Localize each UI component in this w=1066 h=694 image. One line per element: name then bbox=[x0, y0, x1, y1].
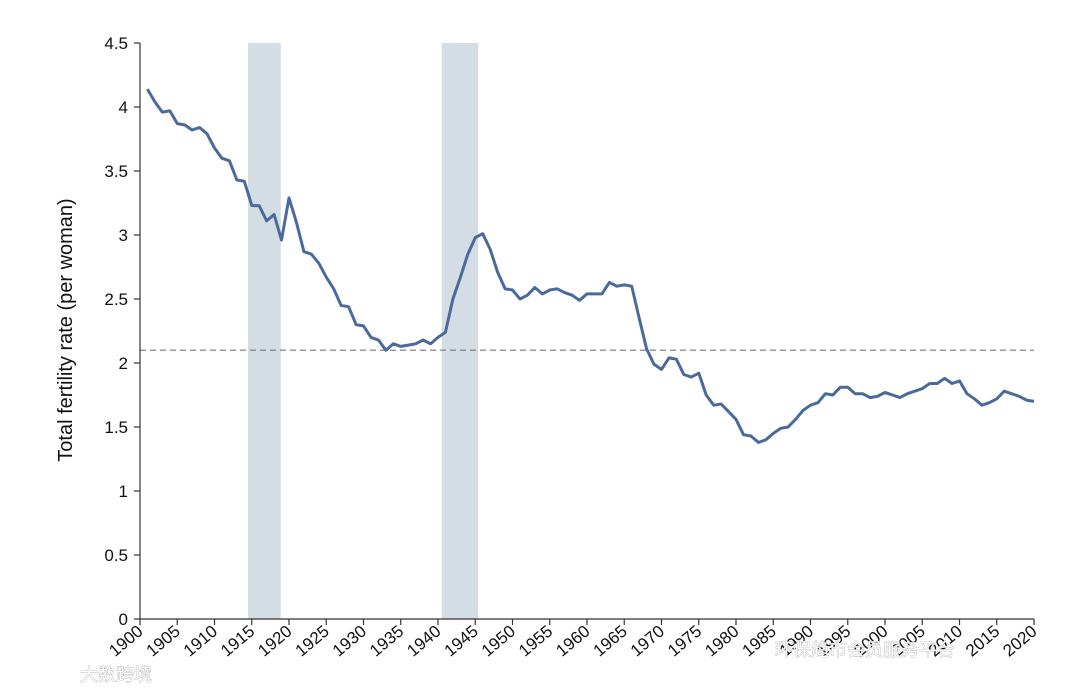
x-tick-label: 1915 bbox=[217, 622, 258, 661]
y-tick-label: 0 bbox=[119, 610, 128, 629]
shaded-period-1 bbox=[248, 43, 281, 619]
shaded-periods bbox=[248, 43, 479, 619]
y-tick-label: 2.5 bbox=[104, 290, 128, 309]
x-tick-label: 2020 bbox=[999, 622, 1040, 661]
x-tick-label: 1935 bbox=[366, 622, 407, 661]
x-tick-label: 1900 bbox=[105, 622, 146, 661]
y-tick-label: 0.5 bbox=[104, 546, 128, 565]
watermarks: 大数跨境 环保趋市会员服务平台 bbox=[80, 640, 956, 687]
x-tick-label: 1965 bbox=[590, 622, 631, 661]
x-tick-label: 1940 bbox=[403, 622, 444, 661]
y-axis-ticks: 0 0.5 1 1.5 2 2.5 3 3.5 4 4.5 bbox=[104, 34, 140, 629]
x-tick-label: 1950 bbox=[478, 622, 519, 661]
fertility-rate-line bbox=[146, 88, 1035, 444]
x-tick-label: 2015 bbox=[962, 622, 1003, 661]
shaded-period-2 bbox=[441, 43, 479, 619]
x-tick-label: 1985 bbox=[739, 622, 780, 661]
watermark-right: 环保趋市会员服务平台 bbox=[775, 640, 955, 661]
y-tick-label: 4.5 bbox=[104, 34, 128, 53]
x-tick-label: 1975 bbox=[664, 622, 705, 661]
x-tick-label: 1925 bbox=[292, 622, 333, 661]
y-tick-label: 3.5 bbox=[104, 162, 128, 181]
y-tick-label: 3 bbox=[119, 226, 128, 245]
x-tick-label: 1980 bbox=[701, 622, 742, 661]
x-tick-label: 1960 bbox=[552, 622, 593, 661]
y-tick-label: 2 bbox=[119, 354, 128, 373]
y-axis-title: Total fertility rate (per woman) bbox=[55, 198, 77, 461]
x-tick-label: 1905 bbox=[143, 622, 184, 661]
x-tick-label: 1970 bbox=[627, 622, 668, 661]
watermark-left: 大数跨境 bbox=[80, 665, 152, 686]
x-tick-label: 1955 bbox=[515, 622, 556, 661]
x-tick-label: 1945 bbox=[441, 622, 482, 661]
x-tick-label: 1930 bbox=[329, 622, 370, 661]
y-tick-label: 4 bbox=[119, 98, 128, 117]
y-tick-label: 1 bbox=[119, 482, 128, 501]
x-tick-label: 1910 bbox=[180, 622, 221, 661]
x-tick-label: 1920 bbox=[254, 622, 295, 661]
y-tick-label: 1.5 bbox=[104, 418, 128, 437]
